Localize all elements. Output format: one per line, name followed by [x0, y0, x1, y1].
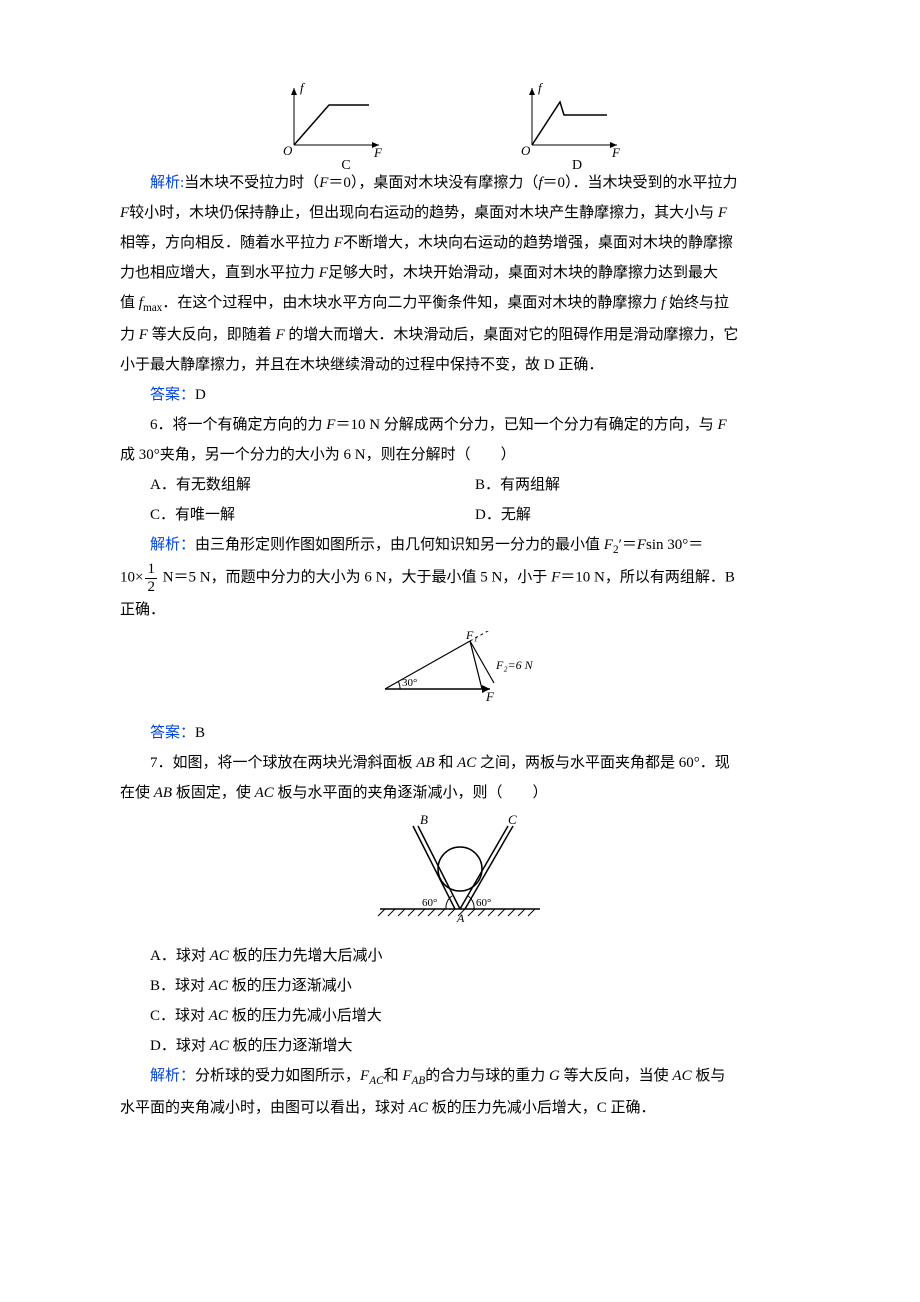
- svg-text:F: F: [485, 689, 495, 701]
- explanation-6-l2: 10×12 N＝5 N，而题中分力的大小为 6 N，大于最小值 5 N，小于 F…: [120, 561, 800, 595]
- explanation-7-l2: 水平面的夹角减小时，由图可以看出，球对 AC 板的压力先减小后增大，C 正确．: [120, 1093, 800, 1123]
- graph-d: f O F: [512, 80, 632, 160]
- svg-text:A: A: [456, 911, 465, 924]
- q7-opt-c: C．球对 AC 板的压力先减小后增大: [120, 1001, 800, 1031]
- origin-label-d: O: [521, 143, 531, 158]
- q6-opt-c: C．有唯一解: [150, 500, 475, 530]
- q6-opt-a: A．有无数组解: [150, 470, 475, 500]
- axis-x-label: F: [373, 145, 383, 160]
- svg-text:60°: 60°: [476, 897, 491, 909]
- answer-label-6: 答案：: [150, 725, 195, 741]
- figure-graphs-cd: f O F C f O F D: [120, 80, 800, 160]
- svg-text:60°: 60°: [422, 897, 437, 909]
- graph-c: f O F: [274, 80, 394, 160]
- explanation-6-l3: 正确．: [120, 595, 800, 625]
- question-6-l2: 成 30°夹角，另一个分力的大小为 6 N，则在分解时（ ）: [120, 440, 800, 470]
- q6-options-2: C．有唯一解 D．无解: [150, 500, 800, 530]
- q6-opt-b: B．有两组解: [475, 470, 800, 500]
- explanation-7: 解析：分析球的受力如图所示，FAC和 FAB的合力与球的重力 G 等大反向，当使…: [120, 1061, 800, 1093]
- answer-5: 答案：D: [120, 380, 800, 410]
- figure-q6-triangle: F₁ F₂=6 N 30° F: [120, 631, 800, 712]
- q7-opt-b: B．球对 AC 板的压力逐渐减小: [120, 971, 800, 1001]
- axis-x-label-d: F: [611, 145, 621, 160]
- q6-options: A．有无数组解 B．有两组解: [150, 470, 800, 500]
- explanation-5-l2: F较小时，木块仍保持静止，但出现向右运动的趋势，桌面对木块产生静摩擦力，其大小与…: [120, 198, 800, 228]
- graph-d-label: D: [572, 152, 582, 180]
- fraction-half: 12: [145, 561, 157, 595]
- explanation-6: 解析：由三角形定则作图如图所示，由几何知识知另一分力的最小值 F2′＝Fsin …: [120, 530, 800, 562]
- svg-text:C: C: [508, 814, 517, 827]
- axis-y-label: f: [300, 80, 306, 95]
- answer-label: 答案：: [150, 387, 195, 403]
- origin-label: O: [283, 143, 293, 158]
- svg-text:F₂=6 N: F₂=6 N: [495, 658, 534, 672]
- explanation-5-l6: 力 F 等大反向，即随着 F 的增大而增大．木块滑动后，桌面对它的阻碍作用是滑动…: [120, 320, 800, 350]
- explain-label-7: 解析：: [150, 1068, 195, 1084]
- axis-y-label-d: f: [538, 80, 544, 95]
- question-7: 7．如图，将一个球放在两块光滑斜面板 AB 和 AC 之间，两板与水平面夹角都是…: [120, 748, 800, 778]
- q7-opt-a: A．球对 AC 板的压力先增大后减小: [120, 941, 800, 971]
- svg-text:F₁: F₁: [465, 631, 478, 642]
- question-6: 6．将一个有确定方向的力 F＝10 N 分解成两个分力，已知一个分力有确定的方向…: [120, 410, 800, 440]
- explanation-5-l7: 小于最大静摩擦力，并且在木块继续滑动的过程中保持不变，故 D 正确．: [120, 350, 800, 380]
- explanation-5-l3: 相等，方向相反．随着水平拉力 F不断增大，木块向右运动的趋势增强，桌面对木块的静…: [120, 228, 800, 258]
- q6-opt-d: D．无解: [475, 500, 800, 530]
- q7-opt-d: D．球对 AC 板的压力逐渐增大: [120, 1031, 800, 1061]
- explain-label: 解析:: [150, 175, 184, 191]
- explanation-5-l4: 力也相应增大，直到水平拉力 F足够大时，木块开始滑动，桌面对木块的静摩擦力达到最…: [120, 258, 800, 288]
- explanation-5: 解析:当木块不受拉力时（F＝0），桌面对木块没有摩擦力（f＝0）．当木块受到的水…: [120, 168, 800, 198]
- question-7-l2: 在使 AB 板固定，使 AC 板与水平面的夹角逐渐减小，则（ ）: [120, 778, 800, 808]
- svg-text:30°: 30°: [402, 677, 417, 689]
- figure-q7-vplates: B C A 60° 60°: [120, 814, 800, 935]
- svg-text:B: B: [420, 814, 428, 827]
- explain-label-6: 解析：: [150, 537, 195, 553]
- explanation-5-l5: 值 fmax．在这个过程中，由木块水平方向二力平衡条件知，桌面对木块的静摩擦力 …: [120, 288, 800, 320]
- graph-c-label: C: [341, 152, 350, 180]
- answer-6: 答案：B: [120, 718, 800, 748]
